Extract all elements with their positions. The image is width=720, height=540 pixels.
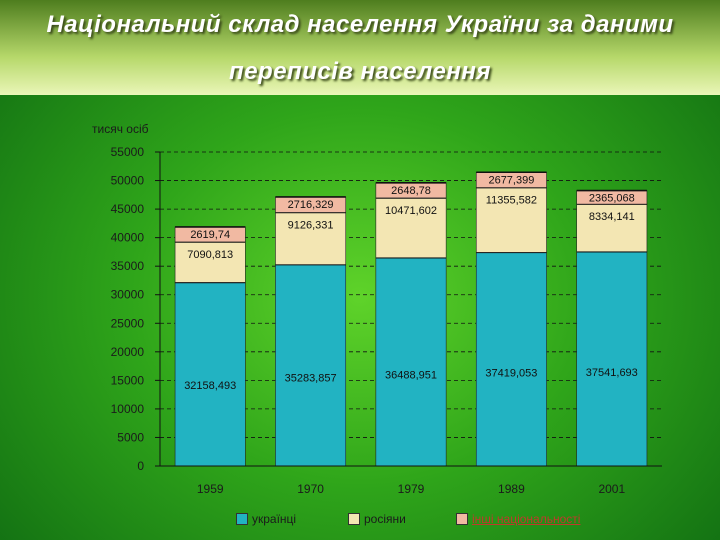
legend-label-russians: росіяни (364, 512, 406, 526)
data-label-russians-1970: 9126,331 (288, 219, 334, 231)
bar-russians-1970 (275, 212, 347, 265)
data-label-ukrainians-2001: 37541,693 (586, 367, 638, 379)
data-label-russians-1959: 7090,813 (187, 249, 233, 261)
y-tick-label: 10000 (111, 402, 145, 416)
y-tick-label: 25000 (111, 316, 145, 330)
legend-item-ukrainians: українці (236, 512, 296, 526)
bar-russians-2001 (576, 203, 648, 252)
legend-label-others: інші національності (472, 512, 581, 526)
legend-swatch-others (456, 513, 468, 525)
x-tick-label: 1970 (297, 482, 324, 496)
y-tick-label: 20000 (111, 345, 145, 359)
legend-item-russians: росіяни (348, 512, 406, 526)
y-tick-label: 0 (137, 459, 144, 473)
x-tick-label: 1979 (398, 482, 425, 496)
data-label-ukrainians-1979: 36488,951 (385, 370, 437, 382)
y-tick-label: 30000 (111, 288, 145, 302)
x-tick-label: 2001 (598, 482, 625, 496)
bar-ukrainians-2001 (576, 251, 648, 467)
data-label-others-1970: 2716,329 (288, 199, 334, 211)
chart-title-line-2: переписів населення (229, 58, 491, 85)
x-tick-label: 1959 (197, 482, 224, 496)
data-label-others-1989: 2677,399 (488, 174, 534, 186)
legend-item-others: інші національності (456, 512, 580, 526)
bar-russians-1979 (375, 197, 447, 258)
chart-title-line-1: Національний склад населення України за … (46, 11, 674, 38)
data-label-russians-1989: 11355,582 (486, 195, 537, 207)
y-tick-label: 40000 (111, 231, 145, 245)
legend-label-ukrainians: українці (252, 512, 297, 526)
legend: українці росіяни інші національності (0, 512, 720, 530)
data-label-ukrainians-1959: 32158,493 (184, 380, 236, 392)
data-label-others-1959: 2619,74 (190, 229, 230, 241)
x-tick-label: 1989 (498, 482, 525, 496)
bar-ukrainians-1970 (275, 264, 347, 467)
title-band (0, 0, 720, 95)
data-label-russians-2001: 8334,141 (589, 211, 635, 223)
data-label-others-2001: 2365,068 (589, 193, 635, 205)
data-label-russians-1979: 10471,602 (385, 205, 437, 217)
data-label-ukrainians-1989: 37419,053 (485, 367, 537, 379)
data-label-others-1979: 2648,78 (391, 185, 431, 197)
y-tick-label: 45000 (111, 202, 145, 216)
bar-ukrainians-1979 (375, 257, 447, 467)
data-label-ukrainians-1970: 35283,857 (285, 372, 337, 384)
legend-swatch-russians (348, 513, 360, 525)
bar-ukrainians-1989 (475, 252, 547, 467)
y-tick-label: 5000 (117, 430, 144, 444)
y-tick-label: 50000 (111, 174, 145, 188)
y-tick-label: 15000 (111, 373, 145, 387)
bar-ukrainians-1959 (174, 282, 246, 467)
y-axis-label: тисяч осіб (92, 122, 149, 136)
y-tick-label: 35000 (111, 259, 145, 273)
legend-swatch-ukrainians (236, 513, 248, 525)
y-tick-label: 55000 (111, 145, 145, 159)
